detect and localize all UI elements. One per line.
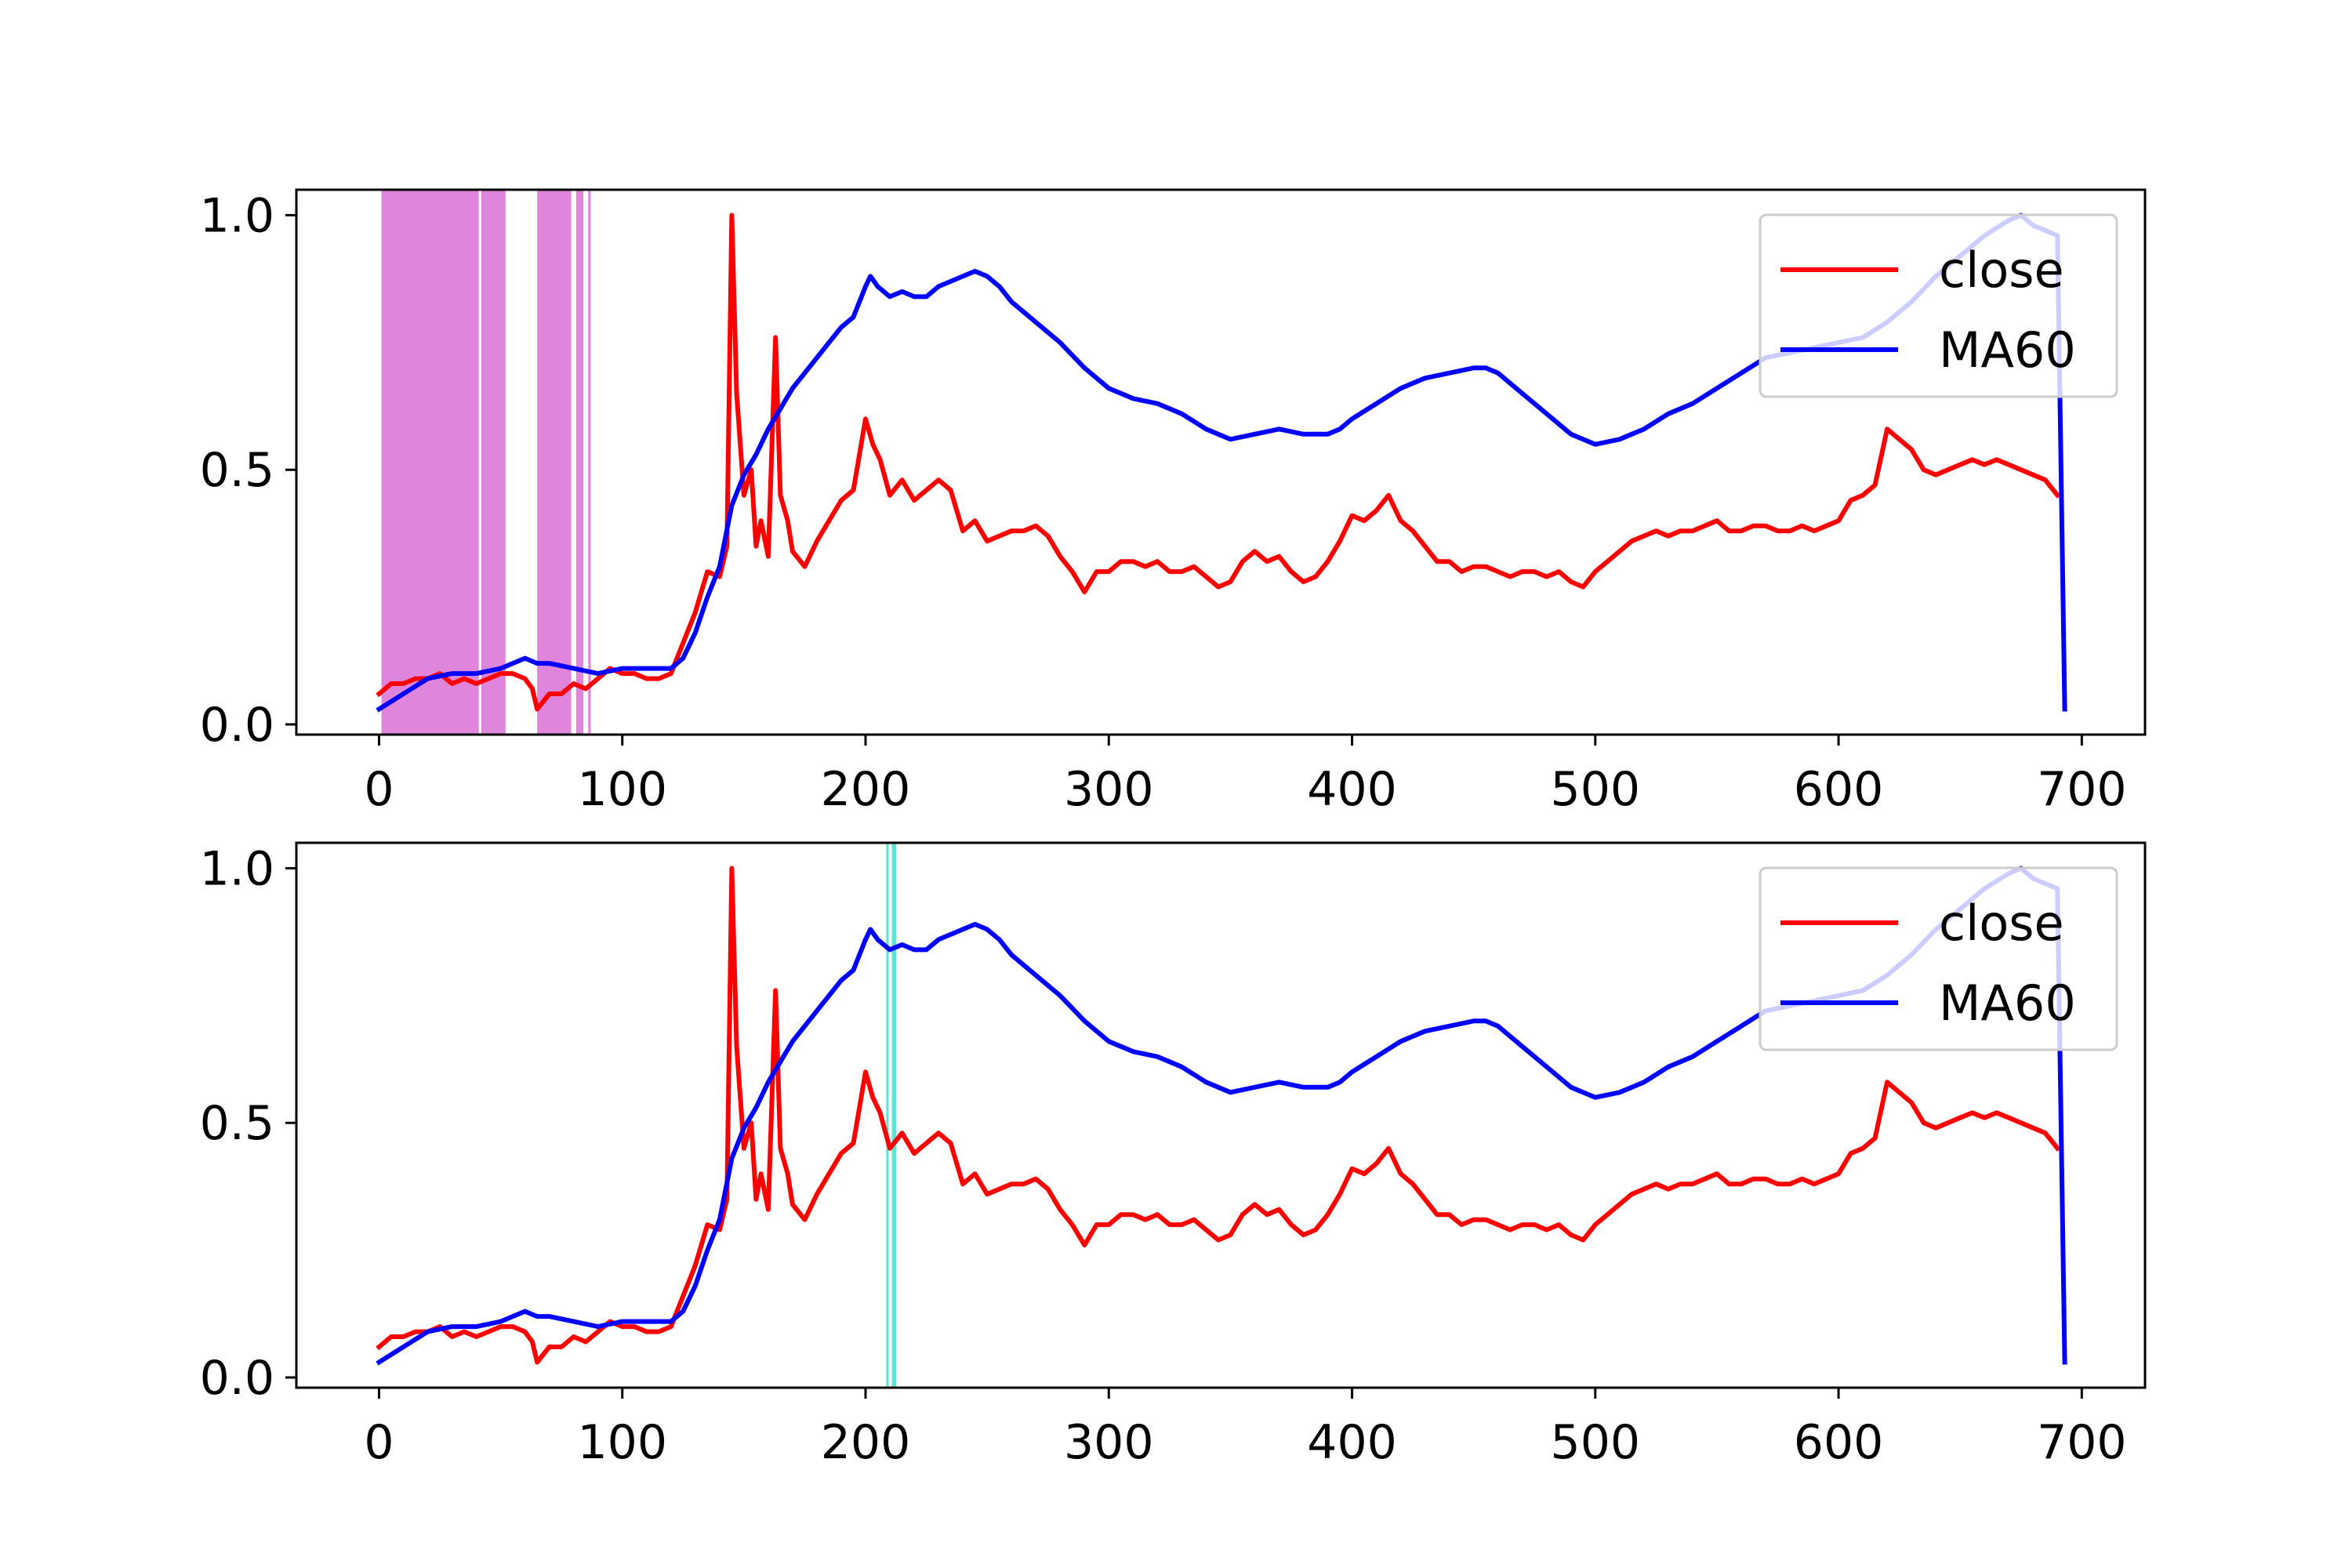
series-line-ma60 (376, 212, 2067, 713)
x-tick-label: 300 (1064, 762, 1154, 817)
highlight-span-3 (537, 190, 572, 735)
y-tick-label: 0.5 (200, 1096, 274, 1151)
x-tick-label: 200 (821, 1415, 911, 1470)
y-tick-label: 0.0 (200, 698, 274, 753)
y-tick-label: 1.0 (200, 188, 274, 243)
highlight-span-5 (588, 190, 591, 735)
x-tick-label: 400 (1307, 762, 1397, 817)
legend-label-ma60: MA60 (1939, 975, 2076, 1032)
y-tick-label: 0.0 (200, 1351, 274, 1406)
x-tick-label: 200 (821, 762, 911, 817)
series-line-close (376, 212, 2061, 712)
x-tick-label: 500 (1551, 1415, 1641, 1470)
y-tick-label: 1.0 (200, 841, 274, 896)
x-tick-label: 100 (577, 762, 667, 817)
x-tick-label: 500 (1551, 762, 1641, 817)
chart-panel-2: 0 100 200 300 400 500 600 700 0.0 0.5 1.0 close MA60 (200, 841, 2147, 1470)
y-tick-label: 0.5 (200, 443, 274, 498)
highlight-spans (381, 190, 591, 735)
legend-label-close: close (1939, 241, 2064, 299)
legend-label-close: close (1939, 895, 2064, 952)
legend: close MA60 (1759, 866, 2118, 1051)
axes-frame (295, 188, 2147, 736)
legend: close MA60 (1759, 213, 2118, 398)
highlight-span-2 (891, 843, 897, 1388)
x-tick-label: 100 (577, 1415, 667, 1470)
x-tick-label: 600 (1794, 1415, 1884, 1470)
chart-panel-1: 0 100 200 300 400 500 600 700 0.0 0.5 1.0 close MA60 (200, 188, 2147, 817)
series-lines (376, 866, 2067, 1366)
highlight-span-1 (886, 843, 889, 1388)
highlight-span-4 (575, 190, 584, 735)
x-tick-label: 0 (364, 1415, 394, 1470)
y-axis: 0.0 0.5 1.0 (200, 188, 296, 753)
highlight-spans (886, 843, 897, 1388)
y-axis: 0.0 0.5 1.0 (200, 841, 296, 1406)
highlight-span-1 (381, 190, 479, 735)
x-tick-label: 700 (2037, 1415, 2127, 1470)
highlight-span-2 (481, 190, 506, 735)
x-tick-label: 300 (1064, 1415, 1154, 1470)
x-axis: 0 100 200 300 400 500 600 700 (364, 735, 2127, 817)
axes-frame (295, 841, 2147, 1389)
legend-label-ma60: MA60 (1939, 321, 2076, 379)
series-line-close (376, 866, 2061, 1365)
x-tick-label: 700 (2037, 762, 2127, 817)
x-tick-label: 400 (1307, 1415, 1397, 1470)
x-tick-label: 600 (1794, 762, 1884, 817)
series-line-ma60 (376, 866, 2067, 1366)
x-axis: 0 100 200 300 400 500 600 700 (364, 1388, 2127, 1470)
series-lines (376, 212, 2067, 713)
x-tick-label: 0 (364, 762, 394, 817)
